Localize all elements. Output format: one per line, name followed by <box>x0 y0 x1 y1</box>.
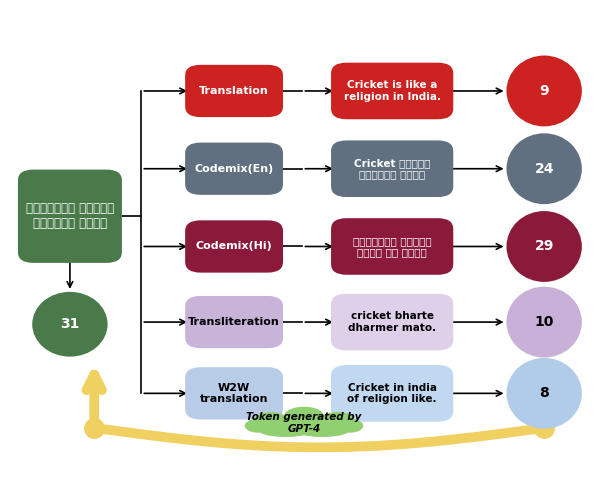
Text: Cricket in india
of religion like.: Cricket in india of religion like. <box>347 383 437 404</box>
Text: 10: 10 <box>534 315 554 329</box>
Text: 8: 8 <box>539 386 549 400</box>
FancyBboxPatch shape <box>331 218 453 275</box>
Ellipse shape <box>32 292 108 357</box>
FancyBboxPatch shape <box>331 365 453 421</box>
Ellipse shape <box>295 423 350 437</box>
Text: cricket bharte
dharmer mato.: cricket bharte dharmer mato. <box>348 311 436 333</box>
Text: Codemix(En): Codemix(En) <box>195 164 274 174</box>
Ellipse shape <box>258 423 313 437</box>
Text: 24: 24 <box>534 162 554 176</box>
Text: 29: 29 <box>534 240 554 253</box>
Text: ক্রিকেট ভারতে
ধর্মের মতো।: ক্রিকেট ভারতে ধর্মের মতো। <box>26 202 114 230</box>
Ellipse shape <box>254 412 287 428</box>
Text: W2W
translation: W2W translation <box>200 383 268 404</box>
Text: Cricket is like a
religion in India.: Cricket is like a religion in India. <box>344 80 441 102</box>
Ellipse shape <box>244 419 272 432</box>
Text: ক্রিকেট ভারতে
ধর্ম কী তরহ।: ক্রিকেট ভারতে ধর্ম কী তরহ। <box>353 236 432 257</box>
Ellipse shape <box>506 358 582 429</box>
FancyBboxPatch shape <box>185 296 283 348</box>
Text: 31: 31 <box>60 317 80 331</box>
FancyBboxPatch shape <box>185 220 283 273</box>
Ellipse shape <box>506 211 582 282</box>
Ellipse shape <box>506 287 582 358</box>
Ellipse shape <box>284 407 323 425</box>
Ellipse shape <box>261 418 347 434</box>
FancyBboxPatch shape <box>331 63 453 119</box>
Ellipse shape <box>506 56 582 126</box>
FancyBboxPatch shape <box>185 367 283 420</box>
Ellipse shape <box>336 419 363 432</box>
Text: 9: 9 <box>539 84 549 98</box>
FancyBboxPatch shape <box>185 143 283 195</box>
FancyBboxPatch shape <box>18 169 122 263</box>
FancyBboxPatch shape <box>185 65 283 117</box>
Text: Cricket ভারতে
ধর্মের মতো।: Cricket ভারতে ধর্মের মতো। <box>354 158 430 180</box>
Text: Transliteration: Transliteration <box>188 317 280 327</box>
Text: Codemix(Hi): Codemix(Hi) <box>196 241 272 252</box>
Ellipse shape <box>506 133 582 204</box>
Text: Translation: Translation <box>199 86 269 96</box>
Text: Token generated by
GPT-4: Token generated by GPT-4 <box>246 412 362 433</box>
FancyBboxPatch shape <box>331 294 453 350</box>
Ellipse shape <box>321 412 354 428</box>
FancyBboxPatch shape <box>331 141 453 197</box>
